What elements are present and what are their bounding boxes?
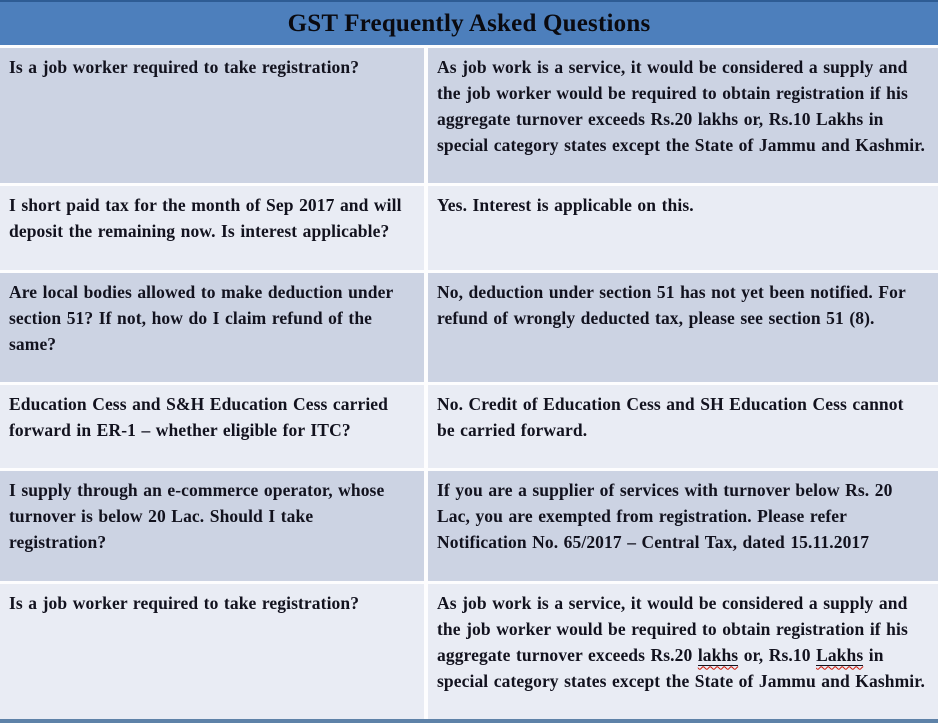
question-cell: I short paid tax for the month of Sep 20… [0,186,428,270]
question-cell: Is a job worker required to take registr… [0,48,428,184]
answer-text: As job work is a service, it would be co… [437,57,925,155]
answer-text: in special category states except the St… [437,644,925,691]
answer-text: or, Rs.10 [738,644,817,665]
answer-text: As job work is a service, it would be co… [437,592,908,665]
table-row: Is a job worker required to take registr… [0,45,938,184]
answer-text: If you are a supplier of services with t… [437,480,893,553]
table-header: GST Frequently Asked Questions [0,0,938,45]
table-row: Education Cess and S&H Education Cess ca… [0,381,938,469]
answer-text: Yes. Interest is applicable on this. [437,195,694,216]
answer-text: No. Credit of Education Cess and SH Educ… [437,393,904,440]
answer-cell: No, deduction under section 51 has not y… [428,272,938,382]
question-cell: Is a job worker required to take registr… [0,583,428,719]
page-title: GST Frequently Asked Questions [287,10,651,37]
table-row: Is a job worker required to take registr… [0,580,938,719]
question-cell: Are local bodies allowed to make deducti… [0,272,428,382]
faq-table-body: Is a job worker required to take registr… [0,45,938,719]
answer-cell: Yes. Interest is applicable on this. [428,186,938,270]
misspelled-word: Lakhs [816,644,864,666]
answer-cell: No. Credit of Education Cess and SH Educ… [428,384,938,469]
answer-text: No, deduction under section 51 has not y… [437,281,906,328]
question-cell: Education Cess and S&H Education Cess ca… [0,384,428,469]
question-cell: I supply through an e-commerce operator,… [0,471,428,581]
answer-cell: As job work is a service, it would be co… [428,48,938,184]
table-row: I supply through an e-commerce operator,… [0,468,938,581]
answer-cell: As job work is a service, it would be co… [428,583,938,719]
misspelled-word: lakhs [697,644,739,666]
table-row: I short paid tax for the month of Sep 20… [0,183,938,270]
answer-cell: If you are a supplier of services with t… [428,471,938,581]
table-row: Are local bodies allowed to make deducti… [0,269,938,382]
